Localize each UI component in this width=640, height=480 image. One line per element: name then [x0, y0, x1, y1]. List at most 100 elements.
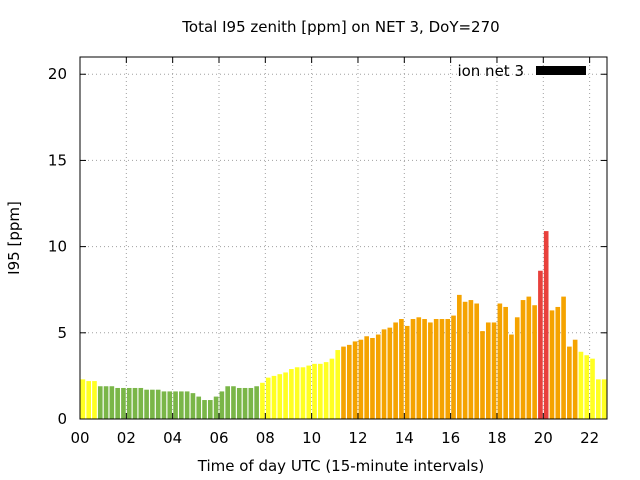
- bar: [126, 387, 132, 419]
- bar: [121, 387, 126, 419]
- bar: [103, 386, 109, 419]
- bar: [318, 363, 323, 419]
- bar: [375, 334, 381, 419]
- bar: [132, 387, 138, 419]
- bar: [161, 391, 167, 419]
- bar: [572, 339, 578, 419]
- bar: [520, 300, 526, 419]
- bar: [306, 365, 312, 419]
- bar: [561, 296, 566, 419]
- bar: [578, 351, 584, 419]
- bar: [422, 319, 427, 419]
- x-tick-label: 22: [580, 429, 599, 447]
- x-tick-label: 02: [117, 429, 136, 447]
- bar: [491, 322, 497, 419]
- bar: [283, 372, 288, 419]
- bar: [97, 386, 103, 419]
- bar: [404, 325, 410, 419]
- bar: [393, 322, 398, 419]
- y-tick-label: 0: [57, 410, 67, 428]
- x-tick-label: 16: [441, 429, 460, 447]
- y-tick-label: 5: [57, 324, 67, 342]
- bar: [497, 303, 503, 419]
- bar: [150, 389, 155, 419]
- bar: [265, 377, 271, 419]
- bar: [457, 294, 462, 419]
- x-tick-label: 06: [209, 429, 228, 447]
- x-tick-label: 10: [302, 429, 321, 447]
- bar: [300, 367, 306, 419]
- bar: [584, 355, 590, 419]
- bar: [485, 322, 491, 419]
- bar: [549, 310, 555, 419]
- x-tick-label: 14: [395, 429, 414, 447]
- y-tick-label: 20: [48, 65, 67, 83]
- bar: [109, 386, 115, 419]
- y-tick-label: 15: [48, 151, 67, 169]
- bar: [433, 319, 439, 419]
- ticks-layer: 00 02 04 06 08 10 12 14 16 18 20 22 0 5 10 15 20: [48, 57, 607, 447]
- bar: [462, 301, 468, 419]
- bar: [80, 379, 86, 419]
- bar: [451, 315, 456, 419]
- bar: [555, 306, 561, 419]
- bar: [202, 400, 207, 419]
- bar: [277, 374, 283, 419]
- bar: [370, 337, 375, 419]
- bar: [595, 379, 601, 419]
- bar: [138, 387, 144, 419]
- bar: [601, 379, 607, 419]
- bar: [532, 305, 537, 419]
- x-tick-label: 20: [534, 429, 553, 447]
- bar: [509, 334, 514, 419]
- bar: [567, 346, 572, 419]
- bar: [173, 391, 178, 419]
- bar: [242, 387, 248, 419]
- x-tick-label: 04: [163, 429, 182, 447]
- bar: [260, 382, 265, 419]
- bar: [254, 386, 259, 419]
- bar: [503, 306, 508, 419]
- y-tick-label: 10: [48, 238, 67, 256]
- bar: [387, 327, 393, 419]
- bar: [543, 231, 549, 419]
- bar: [213, 396, 219, 419]
- grid-layer: [80, 57, 607, 419]
- x-tick-label: 08: [256, 429, 275, 447]
- bar: [184, 391, 190, 419]
- bar: [144, 389, 149, 419]
- bar: [346, 344, 352, 419]
- x-tick-label: 18: [487, 429, 506, 447]
- bar: [323, 362, 329, 419]
- bar: [480, 331, 485, 419]
- bar: [289, 369, 294, 419]
- bar: [352, 341, 358, 419]
- bar: [329, 358, 335, 419]
- bar: [294, 367, 300, 419]
- bar: [236, 387, 242, 419]
- bar: [514, 317, 520, 419]
- chart-title: Total I95 zenith [ppm] on NET 3, DoY=270: [181, 18, 499, 36]
- bars-layer: [80, 231, 607, 419]
- bar: [335, 350, 341, 419]
- bar: [219, 391, 225, 419]
- bar: [86, 381, 92, 419]
- x-axis-label: Time of day UTC (15-minute intervals): [197, 457, 484, 475]
- bar: [115, 387, 120, 419]
- bar: [538, 270, 543, 419]
- bar: [190, 393, 196, 419]
- bar: [341, 346, 346, 419]
- x-tick-label: 12: [348, 429, 367, 447]
- bar: [416, 317, 422, 419]
- bar: [428, 322, 433, 419]
- bar: [271, 375, 277, 419]
- bar: [358, 339, 364, 419]
- x-tick-label: 00: [70, 429, 89, 447]
- bar: [364, 336, 369, 419]
- bar: [196, 396, 202, 419]
- bar: [312, 363, 317, 419]
- bar: [155, 389, 161, 419]
- bar: [207, 400, 213, 419]
- bar: [410, 319, 416, 419]
